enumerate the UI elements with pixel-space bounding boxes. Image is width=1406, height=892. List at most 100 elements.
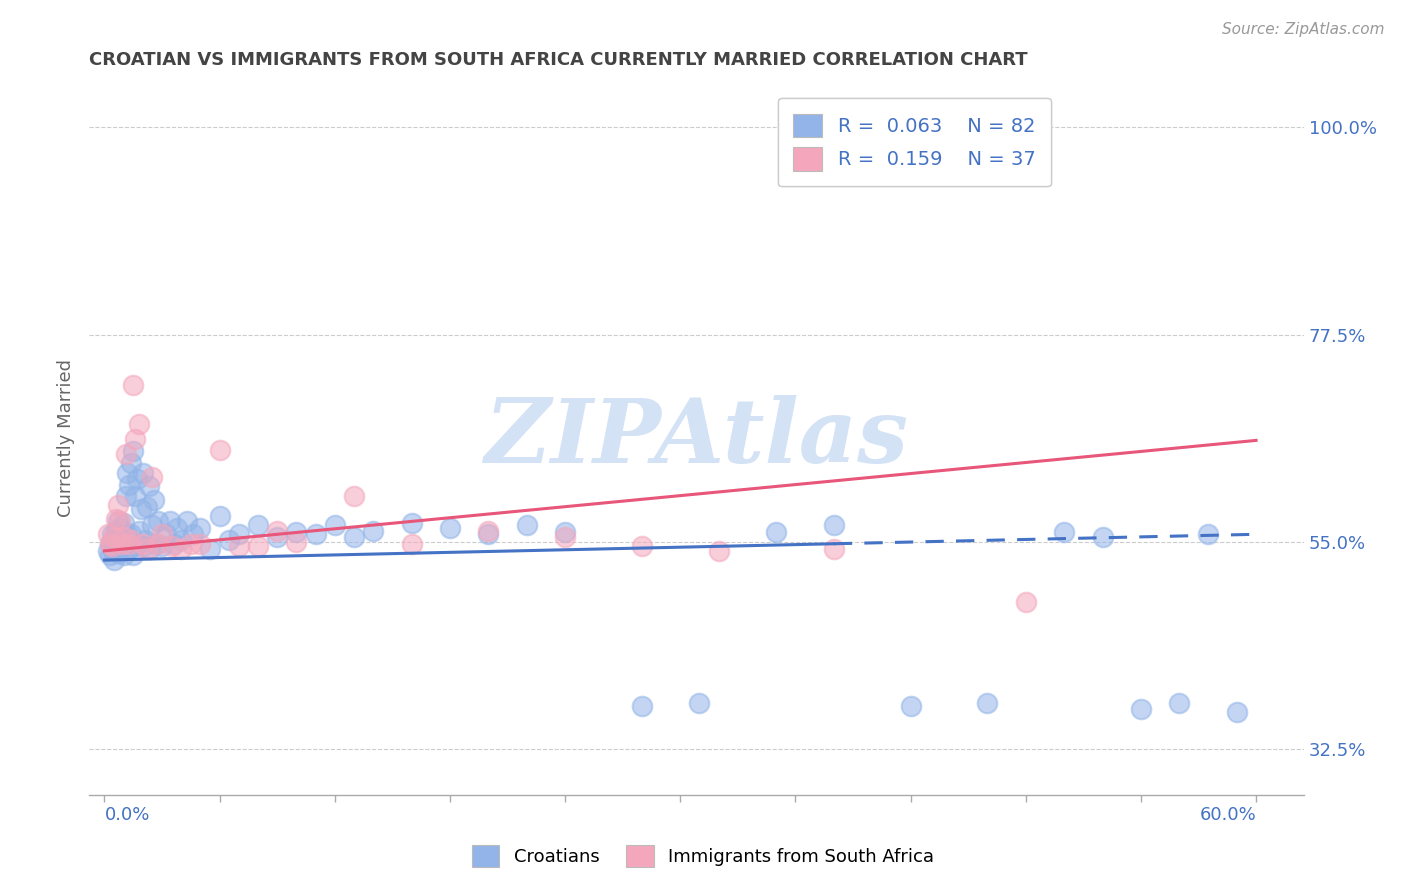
Point	[118, 477, 141, 491]
Point	[141, 518, 163, 533]
Point	[124, 539, 146, 553]
Point	[323, 518, 346, 533]
Point	[134, 533, 156, 547]
Point	[401, 536, 423, 550]
Point	[477, 527, 499, 541]
Point	[401, 516, 423, 531]
Point	[190, 536, 212, 550]
Point	[166, 521, 188, 535]
Point	[122, 549, 145, 563]
Point	[117, 527, 139, 541]
Text: 60.0%: 60.0%	[1199, 805, 1256, 824]
Point	[132, 466, 155, 480]
Point	[107, 536, 129, 550]
Point	[122, 378, 145, 392]
Point	[125, 472, 148, 486]
Point	[150, 539, 173, 553]
Point	[101, 542, 124, 557]
Point	[285, 525, 308, 540]
Point	[107, 546, 129, 560]
Point	[145, 536, 167, 550]
Point	[138, 479, 160, 493]
Point	[120, 533, 142, 547]
Point	[266, 530, 288, 544]
Point	[246, 518, 269, 533]
Y-axis label: Currently Married: Currently Married	[58, 359, 75, 517]
Point	[1168, 696, 1191, 710]
Point	[477, 524, 499, 538]
Point	[107, 498, 129, 512]
Legend: R =  0.063    N = 82, R =  0.159    N = 37: R = 0.063 N = 82, R = 0.159 N = 37	[778, 98, 1052, 186]
Point	[146, 536, 169, 550]
Point	[103, 530, 125, 544]
Point	[132, 539, 155, 553]
Point	[114, 447, 136, 461]
Point	[1197, 527, 1219, 541]
Point	[107, 515, 129, 529]
Point	[218, 533, 240, 547]
Point	[554, 530, 576, 544]
Legend: Croatians, Immigrants from South Africa: Croatians, Immigrants from South Africa	[465, 838, 941, 874]
Point	[104, 539, 127, 553]
Point	[108, 515, 131, 529]
Point	[103, 534, 125, 549]
Point	[900, 698, 922, 713]
Point	[112, 530, 135, 544]
Point	[112, 533, 135, 547]
Point	[208, 508, 231, 523]
Point	[1091, 530, 1114, 544]
Point	[190, 521, 212, 535]
Point	[162, 536, 184, 550]
Point	[146, 515, 169, 529]
Point	[1053, 525, 1076, 540]
Point	[765, 525, 787, 540]
Point	[343, 489, 366, 503]
Point	[361, 524, 384, 538]
Point	[198, 542, 221, 557]
Point	[823, 542, 845, 557]
Point	[170, 542, 193, 557]
Point	[285, 534, 308, 549]
Text: 0.0%: 0.0%	[104, 805, 150, 824]
Point	[128, 417, 150, 431]
Point	[343, 530, 366, 544]
Point	[631, 698, 654, 713]
Text: Source: ZipAtlas.com: Source: ZipAtlas.com	[1222, 22, 1385, 37]
Point	[98, 549, 121, 563]
Point	[120, 527, 142, 541]
Point	[160, 539, 183, 553]
Point	[1226, 705, 1249, 719]
Point	[976, 696, 998, 710]
Point	[108, 521, 131, 535]
Text: CROATIAN VS IMMIGRANTS FROM SOUTH AFRICA CURRENTLY MARRIED CORRELATION CHART: CROATIAN VS IMMIGRANTS FROM SOUTH AFRICA…	[89, 51, 1028, 69]
Point	[228, 539, 250, 553]
Point	[823, 518, 845, 533]
Point	[122, 444, 145, 458]
Point	[111, 539, 134, 553]
Point	[114, 536, 136, 550]
Point	[114, 489, 136, 503]
Point	[554, 525, 576, 540]
Point	[139, 542, 162, 557]
Point	[1015, 594, 1038, 608]
Point	[155, 527, 177, 541]
Point	[97, 527, 120, 541]
Point	[631, 539, 654, 553]
Point	[104, 511, 127, 525]
Point	[104, 524, 127, 538]
Point	[103, 553, 125, 567]
Point	[707, 544, 730, 558]
Point	[97, 544, 120, 558]
Point	[180, 536, 202, 550]
Point	[439, 521, 461, 535]
Point	[117, 466, 139, 480]
Point	[1129, 702, 1152, 716]
Point	[246, 539, 269, 553]
Point	[118, 536, 141, 550]
Point	[141, 470, 163, 484]
Point	[135, 542, 157, 557]
Point	[159, 515, 181, 529]
Point	[124, 432, 146, 446]
Point	[112, 549, 135, 563]
Point	[266, 524, 288, 538]
